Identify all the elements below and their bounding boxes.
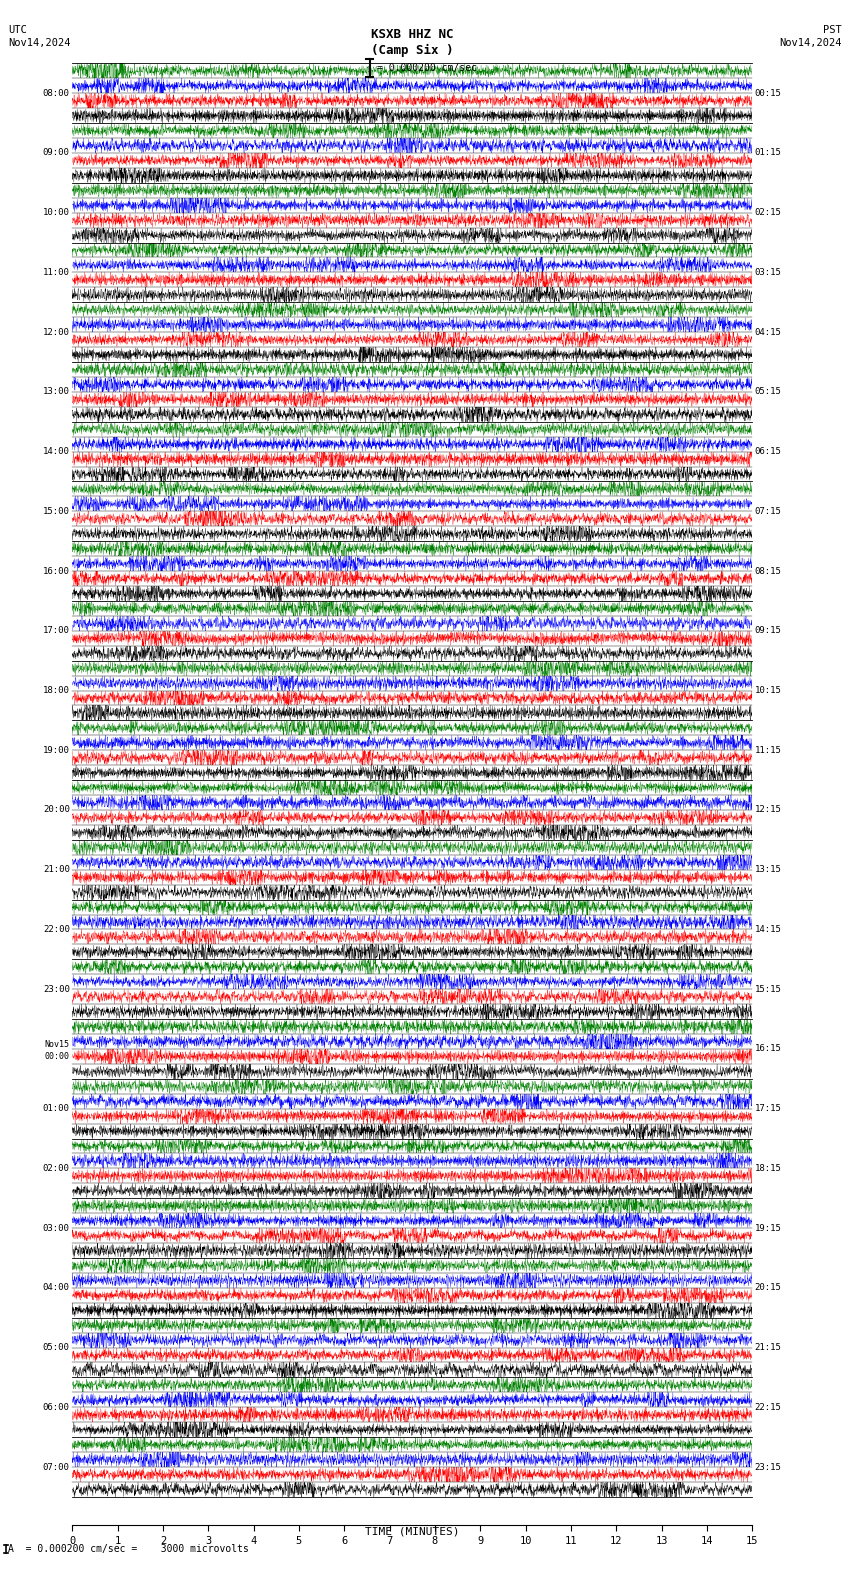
Text: 18:15: 18:15 xyxy=(755,1164,782,1172)
Text: 06:00: 06:00 xyxy=(42,1403,70,1411)
Text: 10:00: 10:00 xyxy=(42,208,70,217)
Text: 00:00: 00:00 xyxy=(45,1052,70,1061)
Text: 04:00: 04:00 xyxy=(42,1283,70,1293)
Text: 07:00: 07:00 xyxy=(42,1462,70,1472)
Text: 13:00: 13:00 xyxy=(42,388,70,396)
Text: 02:15: 02:15 xyxy=(755,208,782,217)
Text: 05:00: 05:00 xyxy=(42,1343,70,1353)
Text: 01:15: 01:15 xyxy=(755,149,782,157)
Text: 11:15: 11:15 xyxy=(755,746,782,754)
Text: 22:15: 22:15 xyxy=(755,1403,782,1411)
Text: Nov14,2024: Nov14,2024 xyxy=(8,38,71,48)
Text: 21:15: 21:15 xyxy=(755,1343,782,1353)
Text: 15:15: 15:15 xyxy=(755,985,782,993)
Text: 05:15: 05:15 xyxy=(755,388,782,396)
Text: 09:00: 09:00 xyxy=(42,149,70,157)
Text: 11:00: 11:00 xyxy=(42,268,70,277)
Text: 12:15: 12:15 xyxy=(755,806,782,814)
Text: 03:00: 03:00 xyxy=(42,1223,70,1232)
Text: 16:00: 16:00 xyxy=(42,567,70,575)
Text: 07:15: 07:15 xyxy=(755,507,782,516)
Text: 13:15: 13:15 xyxy=(755,865,782,874)
Text: 08:00: 08:00 xyxy=(42,89,70,98)
Text: 22:00: 22:00 xyxy=(42,925,70,935)
Text: 08:15: 08:15 xyxy=(755,567,782,575)
Text: 21:00: 21:00 xyxy=(42,865,70,874)
Text: Nov14,2024: Nov14,2024 xyxy=(779,38,842,48)
Text: 16:15: 16:15 xyxy=(755,1044,782,1053)
Text: 14:15: 14:15 xyxy=(755,925,782,935)
Text: 12:00: 12:00 xyxy=(42,328,70,337)
Text: 20:15: 20:15 xyxy=(755,1283,782,1293)
Text: 19:00: 19:00 xyxy=(42,746,70,754)
Text: 03:15: 03:15 xyxy=(755,268,782,277)
Text: 04:15: 04:15 xyxy=(755,328,782,337)
Text: A  = 0.000200 cm/sec =    3000 microvolts: A = 0.000200 cm/sec = 3000 microvolts xyxy=(8,1544,249,1554)
Text: Nov15: Nov15 xyxy=(45,1039,70,1049)
Text: 17:15: 17:15 xyxy=(755,1104,782,1114)
Text: = 0.000200 cm/sec: = 0.000200 cm/sec xyxy=(377,63,476,73)
Text: 14:00: 14:00 xyxy=(42,447,70,456)
Text: 09:15: 09:15 xyxy=(755,626,782,635)
Text: 02:00: 02:00 xyxy=(42,1164,70,1172)
Text: 00:15: 00:15 xyxy=(755,89,782,98)
Text: 06:15: 06:15 xyxy=(755,447,782,456)
Text: 20:00: 20:00 xyxy=(42,806,70,814)
Text: 23:00: 23:00 xyxy=(42,985,70,993)
Text: 18:00: 18:00 xyxy=(42,686,70,695)
Text: PST: PST xyxy=(823,25,842,35)
Text: KSXB HHZ NC: KSXB HHZ NC xyxy=(371,29,454,41)
Text: 01:00: 01:00 xyxy=(42,1104,70,1114)
Text: 19:15: 19:15 xyxy=(755,1223,782,1232)
Text: 17:00: 17:00 xyxy=(42,626,70,635)
Text: (Camp Six ): (Camp Six ) xyxy=(371,44,454,57)
Text: 15:00: 15:00 xyxy=(42,507,70,516)
Text: UTC: UTC xyxy=(8,25,27,35)
Text: TIME (MINUTES): TIME (MINUTES) xyxy=(365,1527,460,1536)
Text: 23:15: 23:15 xyxy=(755,1462,782,1472)
Text: 10:15: 10:15 xyxy=(755,686,782,695)
